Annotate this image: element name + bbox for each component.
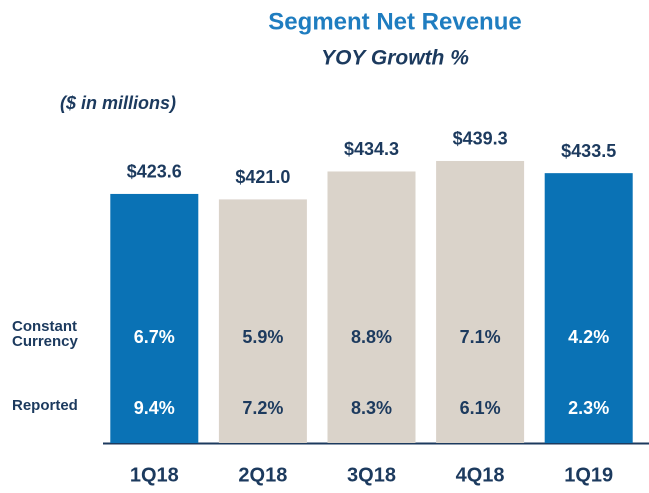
value-label: $423.6: [127, 162, 182, 182]
x-tick-label: 4Q18: [456, 464, 505, 486]
growth-label: 7.1%: [460, 327, 501, 347]
bar: [436, 160, 525, 443]
bar: [218, 199, 307, 443]
value-label: $421.0: [235, 167, 290, 187]
x-tick-label: 3Q18: [347, 464, 396, 486]
growth-label: 6.1%: [460, 398, 501, 418]
bar: [544, 173, 633, 443]
row-label: Reported: [12, 396, 78, 414]
x-tick-label: 1Q18: [130, 464, 179, 486]
growth-label: 9.4%: [134, 398, 175, 418]
growth-label: 5.9%: [242, 327, 283, 347]
growth-label: 7.2%: [242, 398, 283, 418]
growth-label: 8.3%: [351, 398, 392, 418]
bar: [110, 193, 199, 443]
value-label: $433.5: [561, 141, 616, 161]
growth-label: 4.2%: [568, 327, 609, 347]
unit-note: ($ in millions): [60, 93, 176, 113]
growth-label: 6.7%: [134, 327, 175, 347]
value-label: $439.3: [453, 129, 508, 149]
row-label: Constant Currency: [12, 318, 78, 350]
x-tick-label: 2Q18: [238, 464, 287, 486]
growth-label: 2.3%: [568, 398, 609, 418]
value-label: $434.3: [344, 139, 399, 159]
chart-title: Segment Net Revenue: [268, 8, 521, 35]
growth-label: 8.8%: [351, 327, 392, 347]
x-tick-label: 1Q19: [564, 464, 613, 486]
bar: [327, 171, 416, 443]
chart-subtitle: YOY Growth %: [321, 47, 469, 70]
